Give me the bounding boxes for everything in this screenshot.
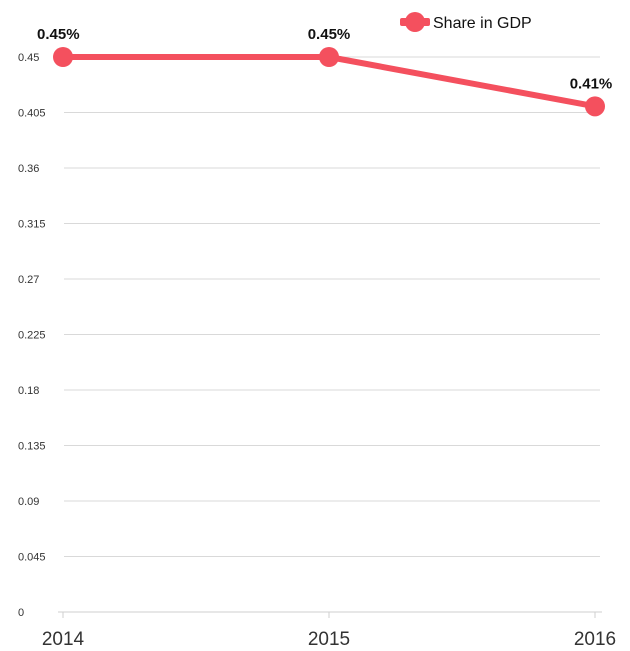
y-axis-ticks: 0 0.045 0.09 0.135 0.18 0.225 0.27 0.315 0.36 0.4… [18, 52, 46, 619]
data-label: 0.45% [308, 26, 351, 43]
y-tick-label: 0.36 [18, 163, 39, 175]
y-tick-label: 0.27 [18, 274, 39, 286]
grid-lines [64, 56, 600, 557]
x-tick-label: 2015 [308, 629, 350, 650]
data-point [53, 47, 73, 67]
data-labels: 0.45% 0.45% 0.41% [37, 26, 612, 92]
y-tick-label: 0.45 [18, 52, 39, 64]
legend-label: Share in GDP [433, 15, 532, 32]
data-label: 0.45% [37, 26, 80, 43]
y-tick-label: 0 [18, 607, 24, 619]
y-tick-label: 0.315 [18, 219, 46, 231]
y-tick-label: 0.405 [18, 108, 46, 120]
series-share-in-gdp [53, 47, 605, 117]
y-tick-label: 0.09 [18, 496, 39, 508]
legend: Share in GDP [400, 12, 532, 32]
y-tick-label: 0.18 [18, 385, 39, 397]
y-tick-label: 0.135 [18, 441, 46, 453]
y-tick-label: 0.045 [18, 552, 46, 564]
x-tick-label: 2016 [574, 629, 616, 650]
x-axis-ticks: 2014 2015 2016 [42, 612, 616, 650]
y-tick-label: 0.225 [18, 330, 46, 342]
x-tick-label: 2014 [42, 629, 85, 650]
data-point [585, 96, 605, 117]
data-label: 0.41% [570, 75, 613, 92]
legend-marker-icon [405, 12, 425, 32]
data-point [319, 47, 339, 67]
